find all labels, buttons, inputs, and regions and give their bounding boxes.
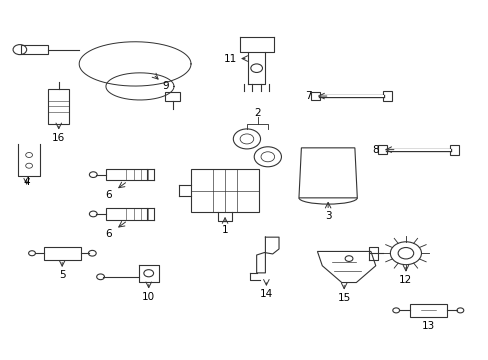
Text: 11: 11 xyxy=(224,54,237,64)
Text: 15: 15 xyxy=(337,293,350,303)
Text: 8: 8 xyxy=(372,145,378,155)
Text: 5: 5 xyxy=(59,270,65,280)
Text: 2: 2 xyxy=(254,108,261,118)
Text: 14: 14 xyxy=(259,289,272,299)
Text: 4: 4 xyxy=(23,177,30,187)
Text: 16: 16 xyxy=(52,133,65,143)
Text: 7: 7 xyxy=(305,91,311,101)
Text: 12: 12 xyxy=(399,275,412,285)
Text: 9: 9 xyxy=(162,81,169,91)
Text: 6: 6 xyxy=(105,190,111,200)
Text: 13: 13 xyxy=(421,321,434,331)
Text: 6: 6 xyxy=(105,229,111,239)
Text: 1: 1 xyxy=(221,225,228,235)
Text: 10: 10 xyxy=(142,292,155,302)
Text: 3: 3 xyxy=(324,211,331,221)
